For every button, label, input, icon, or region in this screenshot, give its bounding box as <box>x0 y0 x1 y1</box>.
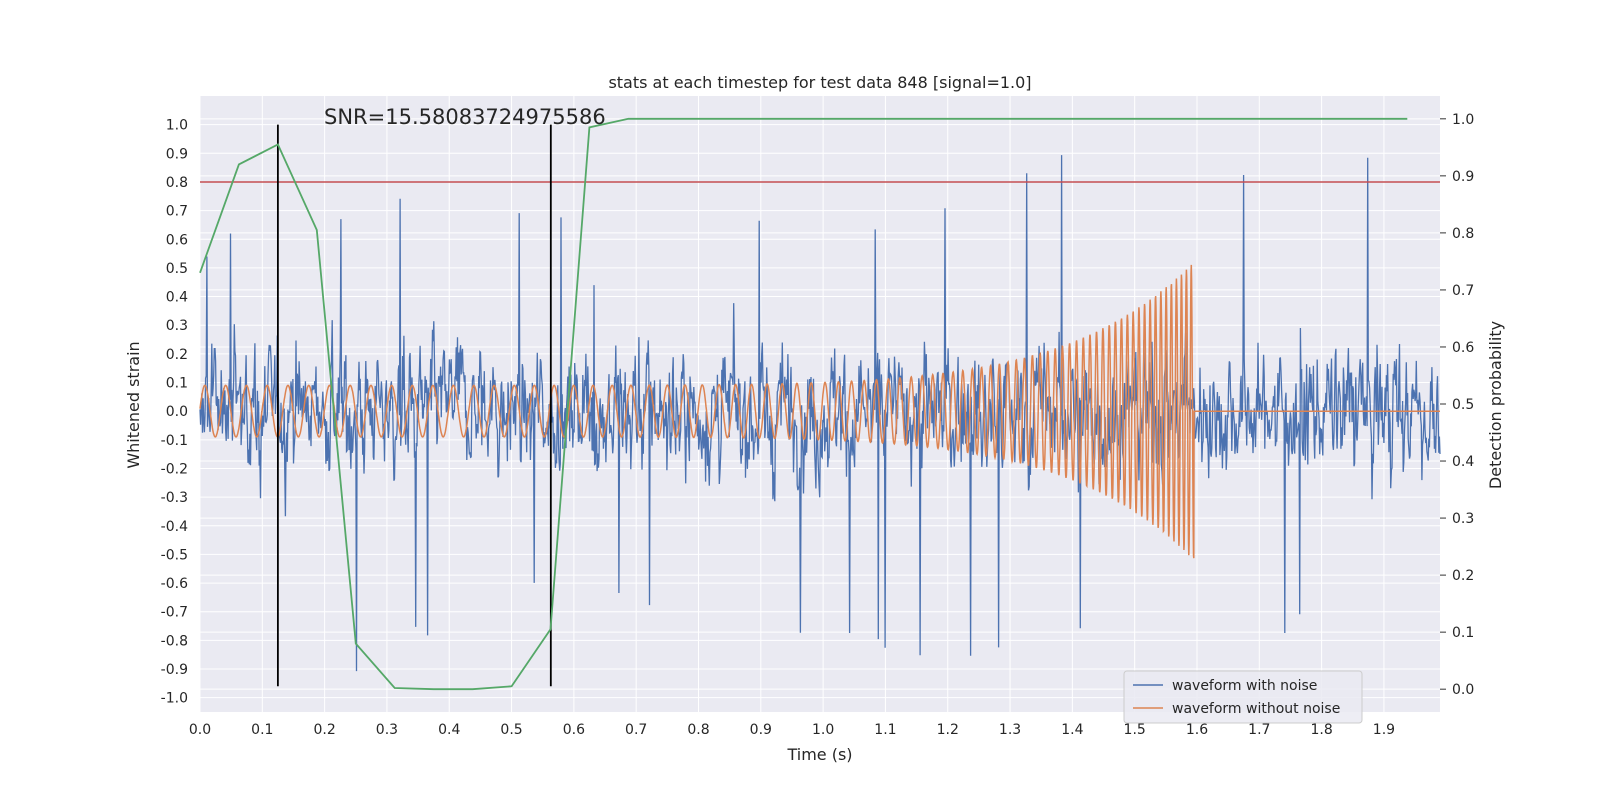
y2-tick-label: 0.5 <box>1452 397 1474 413</box>
x-tick-label: 0.9 <box>750 722 772 738</box>
y-tick-label: -0.5 <box>161 547 188 563</box>
y2-axis-label: Detection probability <box>1486 321 1505 489</box>
x-tick-label: 0.8 <box>687 722 709 738</box>
legend-box <box>1123 670 1363 724</box>
y-tick-label: 0.7 <box>166 204 188 220</box>
legend-label-clean: waveform without noise <box>1172 701 1340 717</box>
series-clean-group <box>199 264 1440 559</box>
y2-tick-label: 0.7 <box>1452 283 1474 299</box>
y-axis-label: Whitened strain <box>124 341 143 468</box>
y2-tick-label: 0.3 <box>1452 511 1474 527</box>
y-tick-label: 0.6 <box>166 232 188 248</box>
y-tick-label: 0.2 <box>166 347 188 363</box>
y2-tick-label: 0.1 <box>1452 625 1474 641</box>
y-tick-label: 0.3 <box>166 318 188 334</box>
y2-tick-label: 0.2 <box>1452 568 1474 584</box>
snr-annotation: SNR=15.58083724975586 <box>324 105 606 129</box>
y-tick-label: 1.0 <box>166 118 188 134</box>
y2-tick-label: 0.9 <box>1452 169 1474 185</box>
x-tick-label: 1.3 <box>999 722 1021 738</box>
x-tick-label: 0.6 <box>563 722 585 738</box>
y-tick-label: -0.6 <box>161 576 188 592</box>
x-tick-label: 0.7 <box>625 722 647 738</box>
y2-tick-label: 0.6 <box>1452 340 1474 356</box>
overlays-group <box>199 117 1440 691</box>
legend: waveform with noise waveform without noi… <box>1123 670 1363 724</box>
chart-title: stats at each timestep for test data 848… <box>608 73 1031 92</box>
x-tick-label: 1.5 <box>1124 722 1146 738</box>
x-tick-label: 0.4 <box>438 722 460 738</box>
x-tick-label: 1.2 <box>937 722 959 738</box>
x-tick-label: 0.2 <box>313 722 335 738</box>
x-tick-label: 1.8 <box>1310 722 1332 738</box>
y-tick-label: -0.7 <box>161 605 188 621</box>
x-tick-label: 1.9 <box>1373 722 1395 738</box>
y2-tick-label: 0.8 <box>1452 226 1474 242</box>
y-tick-label: 0.8 <box>166 175 188 191</box>
x-tick-label: 1.7 <box>1248 722 1270 738</box>
y2-tick-label: 0.4 <box>1452 454 1474 470</box>
x-tick-label: 1.6 <box>1186 722 1208 738</box>
y-tick-label: -0.9 <box>161 662 188 678</box>
x-ticks: 0.0 0.1 0.2 0.3 0.4 0.5 0.6 0.7 0.8 0.9 1.0 1.1 1.2 1… <box>189 722 1395 738</box>
y-tick-label: -0.4 <box>161 519 188 535</box>
y2-ticks: 1.0 0.9 0.8 0.7 0.6 0.5 0.4 0.3 0.2 0.1 0.0 <box>1440 112 1474 698</box>
x-axis-label: Time (s) <box>786 745 852 764</box>
y-tick-label: -0.1 <box>161 433 188 449</box>
y-tick-label: -0.8 <box>161 633 188 649</box>
y-tick-label: 0.4 <box>166 290 188 306</box>
x-tick-label: 1.1 <box>874 722 896 738</box>
y-tick-label: 0.1 <box>166 376 188 392</box>
y2-tick-label: 0.0 <box>1452 682 1474 698</box>
x-tick-label: 0.3 <box>376 722 398 738</box>
x-tick-label: 0.0 <box>189 722 211 738</box>
series-waveform-without-noise <box>199 264 1440 559</box>
y2-tick-label: 1.0 <box>1452 112 1474 128</box>
y-tick-label: 0.0 <box>166 404 188 420</box>
y-tick-label: -1.0 <box>161 691 188 707</box>
legend-label-noisy: waveform with noise <box>1172 678 1317 694</box>
x-tick-label: 0.1 <box>251 722 273 738</box>
y-tick-label: -0.3 <box>161 490 188 506</box>
y-tick-label: 0.5 <box>166 261 188 277</box>
y-tick-label: -0.2 <box>161 461 188 477</box>
series-detection-probability <box>199 117 1408 691</box>
y-ticks: 1.0 0.9 0.8 0.7 0.6 0.5 0.4 0.3 0.2 0.1 0.0 -0.1 -0.… <box>161 118 188 707</box>
y-tick-label: 0.9 <box>166 146 188 162</box>
x-tick-label: 0.5 <box>500 722 522 738</box>
x-tick-label: 1.4 <box>1061 722 1083 738</box>
x-tick-label: 1.0 <box>812 722 834 738</box>
